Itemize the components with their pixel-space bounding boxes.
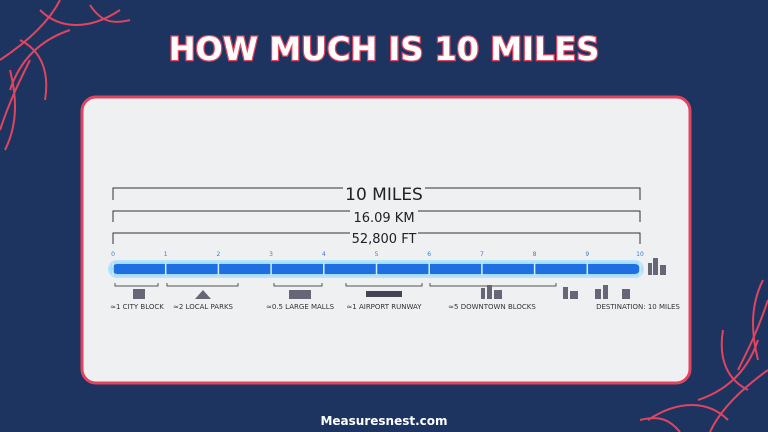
ticks: 0 1 2 3 4 5 6 7 8 9 10 xyxy=(111,251,644,275)
km-label: 16.09 KM xyxy=(353,211,414,226)
brackets xyxy=(112,187,641,244)
ft-label: 52,800 FT xyxy=(352,232,417,247)
landmark-label: ≈2 LOCAL PARKS xyxy=(173,303,234,311)
tick-label: 9 xyxy=(585,251,589,258)
landmark-label: ≈1 AIRPORT RUNWAY xyxy=(346,303,422,311)
landmark-label: DESTINATION: 10 MILES xyxy=(596,303,680,311)
landmark-label: ≈0.5 LARGE MALLS xyxy=(266,303,335,311)
landmark-label: ≈1 CITY BLOCK xyxy=(110,303,164,311)
tick-label: 1 xyxy=(164,251,168,258)
tick-label: 8 xyxy=(533,251,537,258)
distance-label: 10 MILES xyxy=(345,185,423,205)
tick-label: 2 xyxy=(216,251,220,258)
card xyxy=(80,95,692,385)
title: HOW MUCH IS 10 MILES xyxy=(169,30,599,68)
tick-label: 0 xyxy=(111,251,115,258)
landmarks: ≈1 CITY BLOCK ≈2 LOCAL PARKS ≈0.5 LARGE MA… xyxy=(110,303,680,311)
footer-site: Measuresnest.com xyxy=(320,414,447,428)
tick-label: 6 xyxy=(427,251,431,258)
icons xyxy=(133,258,666,299)
tick-label: 10 xyxy=(636,251,644,258)
tick-label: 5 xyxy=(375,251,379,258)
segment-brackets xyxy=(114,283,557,287)
landmark-label: ≈5 DOWNTOWN BLOCKS xyxy=(448,303,536,311)
decor-top-left xyxy=(0,0,131,151)
tick-label: 3 xyxy=(269,251,273,258)
decor-bottom-right xyxy=(639,279,768,432)
tick-label: 4 xyxy=(322,251,326,258)
tick-label: 7 xyxy=(480,251,484,258)
